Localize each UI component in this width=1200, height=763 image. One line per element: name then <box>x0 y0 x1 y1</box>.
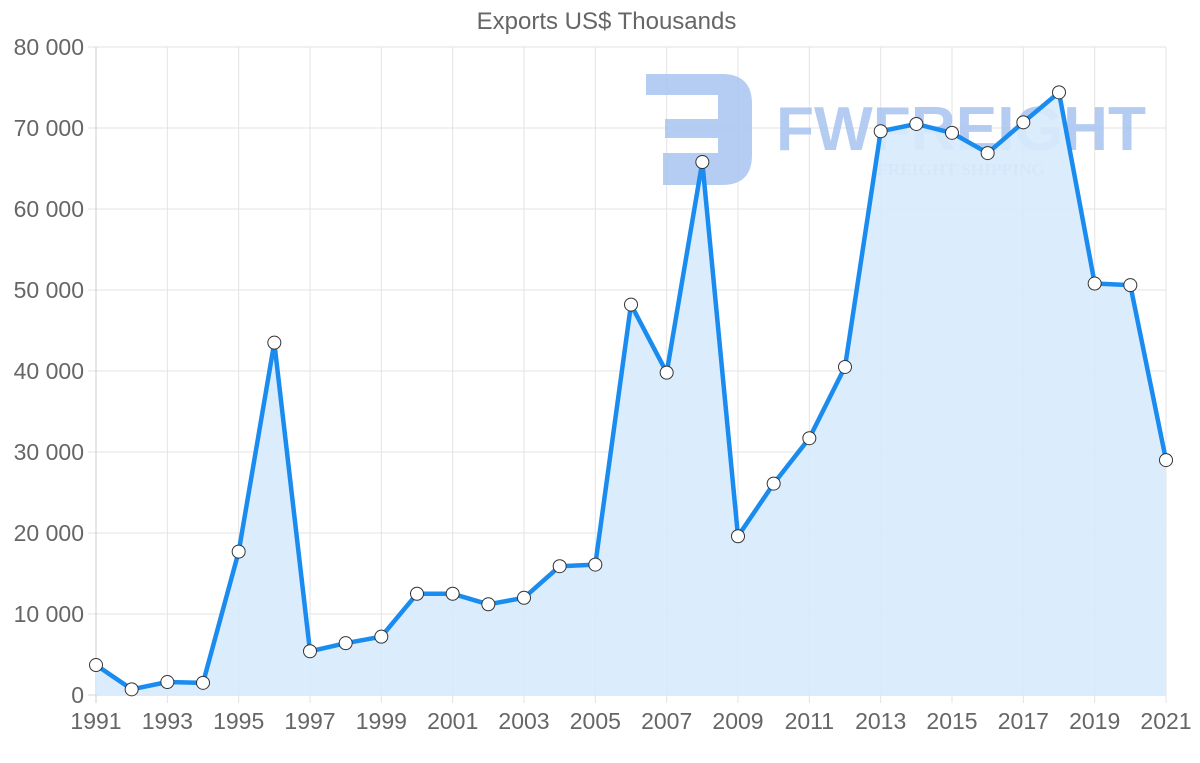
data-point[interactable] <box>338 636 353 651</box>
y-axis: 0 10 000 20 000 30 000 40 000 50 000 60 000 70 … <box>14 34 84 708</box>
data-point[interactable] <box>1123 278 1138 293</box>
data-point[interactable] <box>873 124 888 139</box>
y-tick-label: 70 000 <box>14 115 84 141</box>
data-point[interactable] <box>659 365 674 380</box>
data-point[interactable] <box>89 658 103 673</box>
data-point[interactable] <box>303 644 317 659</box>
data-point[interactable] <box>410 586 424 601</box>
y-tick-label: 40 000 <box>14 358 84 384</box>
data-point[interactable] <box>1052 85 1066 100</box>
data-point[interactable] <box>980 146 995 161</box>
data-point[interactable] <box>517 590 531 605</box>
data-point[interactable] <box>1087 276 1102 291</box>
x-tick-label: 2015 <box>926 708 977 734</box>
data-point[interactable] <box>731 529 745 544</box>
data-point[interactable] <box>231 544 246 559</box>
x-tick-label: 2009 <box>712 708 763 734</box>
x-tick-label: 1997 <box>284 708 335 734</box>
brand-logo-icon <box>646 74 752 185</box>
data-point[interactable] <box>196 675 210 690</box>
data-point[interactable] <box>124 682 139 697</box>
data-markers <box>89 85 1173 697</box>
x-tick-label: 1999 <box>356 708 407 734</box>
chart-title: Exports US$ Thousands <box>476 8 737 35</box>
data-point[interactable] <box>267 335 282 350</box>
data-point[interactable] <box>909 116 924 131</box>
x-tick-label: 2019 <box>1069 708 1120 734</box>
data-point[interactable] <box>695 155 710 170</box>
data-point[interactable] <box>1159 453 1173 468</box>
x-tick-label: 1993 <box>142 708 193 734</box>
y-tick-label: 0 <box>71 682 84 708</box>
data-point[interactable] <box>552 559 567 574</box>
data-point[interactable] <box>481 597 496 612</box>
x-tick-label: 2003 <box>498 708 549 734</box>
x-tick-label: 1995 <box>213 708 264 734</box>
y-tick-label: 10 000 <box>14 601 84 627</box>
data-point[interactable] <box>766 476 781 491</box>
x-tick-label: 2017 <box>998 708 1049 734</box>
x-tick-label: 2001 <box>427 708 478 734</box>
y-tick-label: 80 000 <box>14 34 84 60</box>
data-point[interactable] <box>624 297 638 312</box>
x-tick-label: 1991 <box>70 708 121 734</box>
data-point[interactable] <box>1016 115 1031 130</box>
x-tick-label: 2005 <box>570 708 621 734</box>
data-point[interactable] <box>374 629 389 644</box>
data-point[interactable] <box>160 675 175 690</box>
x-tick-label: 2021 <box>1140 708 1191 734</box>
data-point[interactable] <box>588 557 603 572</box>
x-axis: 1991 1993 1995 1997 1999 2001 2003 2005 2007 2009… <box>70 708 1191 734</box>
y-tick-label: 30 000 <box>14 439 84 465</box>
data-point[interactable] <box>838 359 852 374</box>
y-tick-label: 20 000 <box>14 520 84 546</box>
data-point[interactable] <box>802 431 817 446</box>
y-tick-label: 50 000 <box>14 277 84 303</box>
area-fill <box>96 92 1166 695</box>
data-point[interactable] <box>445 586 460 601</box>
x-tick-label: 2007 <box>641 708 692 734</box>
x-tick-label: 2011 <box>785 708 834 734</box>
x-tick-label: 2013 <box>855 708 906 734</box>
y-tick-label: 60 000 <box>14 196 84 222</box>
data-point[interactable] <box>945 125 959 140</box>
